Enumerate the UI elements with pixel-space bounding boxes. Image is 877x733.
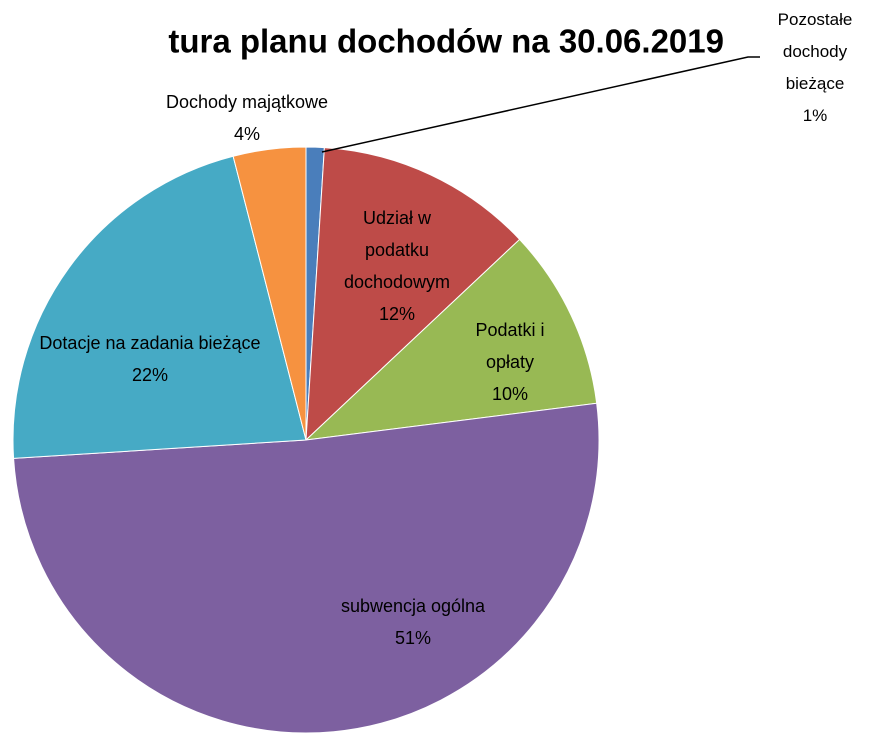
category-name: Dotacje na zadania bieżące [39, 333, 261, 353]
category-name: Podatki i opłaty [475, 320, 545, 372]
category-name: Dochody majątkowe [165, 92, 329, 112]
value-label: 12% [378, 304, 416, 324]
category-name: subwencja ogólna [340, 596, 486, 616]
pie-slice [304, 238, 598, 441]
category-name: Udział w podatku dochodowym [343, 208, 451, 292]
value-label: 4% [233, 124, 260, 144]
chart-title: tura planu dochodów na 30.06.2019 [168, 23, 724, 60]
slices [12, 146, 600, 733]
slice-label: Pozostałe dochody bieżące 1% [770, 4, 860, 132]
category-name: Pozostałe dochody bieżące [777, 10, 853, 93]
leader-line [321, 56, 760, 153]
slice-label: Podatki i opłaty 10% [460, 314, 560, 410]
pie-slice [305, 147, 521, 442]
pie-slice [13, 402, 600, 733]
value-label: 1% [802, 106, 828, 125]
pie-slice [232, 146, 307, 441]
slice-label: Dotacje na zadania bieżące 22% [39, 327, 261, 391]
slice-label: Dochody majątkowe 4% [127, 86, 367, 150]
value-label: 51% [394, 628, 432, 648]
slice-label: Udział w podatku dochodowym 12% [341, 202, 453, 330]
pie-slice [12, 155, 307, 459]
value-label: 10% [491, 384, 529, 404]
value-label: 22% [131, 365, 169, 385]
slice-label: subwencja ogólna 51% [293, 590, 533, 654]
